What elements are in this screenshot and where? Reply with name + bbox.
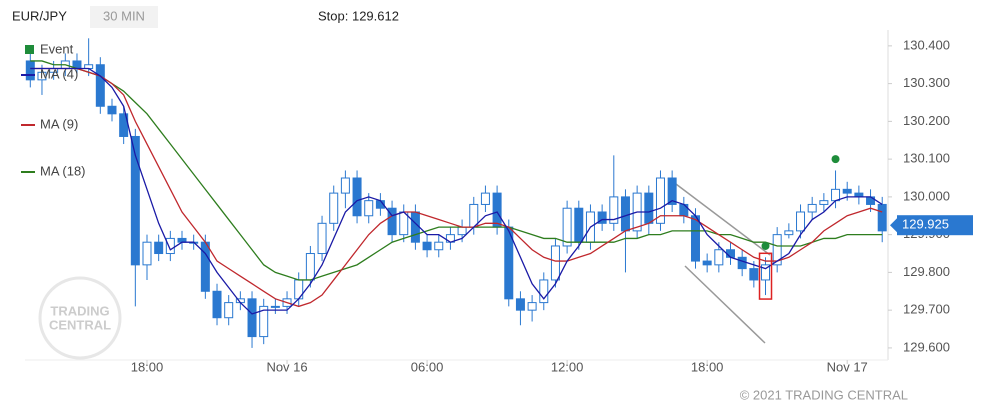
watermark-ring xyxy=(38,276,122,360)
candle-body xyxy=(352,177,362,217)
y-tick-label: 130.400 xyxy=(903,37,950,52)
candle-body xyxy=(305,253,315,281)
y-tick-label: 129.700 xyxy=(903,302,950,317)
candle-body xyxy=(784,230,794,236)
candle-body xyxy=(259,305,269,338)
candle-body xyxy=(165,237,175,255)
candle-body xyxy=(667,177,677,205)
candle-body xyxy=(340,177,350,194)
candle-body xyxy=(515,298,525,311)
stop: Stop: 129.612 xyxy=(318,8,399,23)
candle-body xyxy=(550,245,560,281)
candle-body xyxy=(200,241,210,292)
legend-label: MA (4) xyxy=(40,66,78,81)
candle-body xyxy=(597,211,607,224)
candle-body xyxy=(644,192,654,224)
candle-body xyxy=(329,192,339,224)
candle-body xyxy=(562,207,572,247)
legend-label: MA (9) xyxy=(40,116,78,131)
watermark-text: CENTRAL xyxy=(49,317,111,332)
candle-body xyxy=(714,249,724,266)
interval: 30 MIN xyxy=(103,8,145,23)
candle-body xyxy=(679,203,689,217)
candle-body xyxy=(737,256,747,270)
y-tick-label: 130.200 xyxy=(903,113,950,128)
highlight-box xyxy=(758,252,773,300)
legend-swatch xyxy=(25,45,34,54)
candle-body xyxy=(37,71,47,81)
last-price-label: 129.925 xyxy=(902,217,949,232)
candle-body xyxy=(154,241,164,255)
watermark-logo xyxy=(38,276,122,360)
x-tick-label: 18:00 xyxy=(691,359,724,374)
candle-body xyxy=(655,177,665,224)
y-tick-label: 129.800 xyxy=(903,264,950,279)
candle-body xyxy=(877,203,887,232)
candle-body xyxy=(224,302,234,319)
candle-body xyxy=(842,188,852,194)
candle-body xyxy=(364,200,374,217)
candle-body xyxy=(726,249,735,258)
candle-body xyxy=(574,207,584,243)
candle-body xyxy=(609,196,619,224)
event-marker xyxy=(761,241,770,250)
candle-body xyxy=(434,241,444,251)
y-tick-label: 129.600 xyxy=(903,339,950,354)
candle-body xyxy=(270,305,280,308)
y-tick-label: 130.100 xyxy=(903,151,950,166)
trend-line xyxy=(684,265,766,344)
candle-body xyxy=(387,207,397,236)
candle-body xyxy=(527,302,537,311)
candle-body xyxy=(539,279,549,304)
candle-body xyxy=(247,298,257,338)
x-tick-label: 06:00 xyxy=(411,359,444,374)
y-tick-label: 130.000 xyxy=(903,188,950,203)
candle-body xyxy=(130,135,140,266)
legend-label: MA (18) xyxy=(40,163,86,178)
candle-body xyxy=(95,64,105,107)
candle-body xyxy=(831,188,841,202)
candle-body xyxy=(620,196,630,232)
legend-label: Event xyxy=(40,41,74,56)
event-marker xyxy=(831,155,840,164)
ma-line xyxy=(30,60,883,281)
x-tick-label: 18:00 xyxy=(131,359,164,374)
last-price-box xyxy=(897,215,973,236)
interval-box xyxy=(90,6,158,28)
candle-body xyxy=(819,200,829,205)
candle-body xyxy=(772,234,782,266)
candle-body xyxy=(317,222,327,255)
copyright: © 2021 TRADING CENTRAL xyxy=(740,387,908,402)
x-tick-label: Nov 16 xyxy=(266,359,307,374)
candle-body xyxy=(749,268,759,281)
candle-body xyxy=(142,241,152,266)
ma-line xyxy=(30,67,883,308)
x-tick-label: 12:00 xyxy=(551,359,584,374)
candle-body xyxy=(480,192,490,205)
candle-body xyxy=(422,241,432,251)
symbol: EUR/JPY xyxy=(12,8,67,23)
ma-line xyxy=(30,67,883,315)
candle-body xyxy=(761,264,771,281)
candle-body xyxy=(796,211,806,232)
candle-body xyxy=(807,203,817,213)
candle-body xyxy=(492,192,502,228)
candle-body xyxy=(410,211,420,243)
candle-body xyxy=(25,60,35,81)
candle-body xyxy=(702,260,712,266)
candle-body xyxy=(690,215,700,262)
candle-body xyxy=(457,226,467,236)
y-tick-label: 130.300 xyxy=(903,75,950,90)
candle-body xyxy=(212,290,222,319)
last-price-arrow xyxy=(890,218,897,233)
watermark-text: TRADING xyxy=(50,303,109,318)
candle-body xyxy=(107,105,117,115)
x-tick-label: Nov 17 xyxy=(827,359,868,374)
